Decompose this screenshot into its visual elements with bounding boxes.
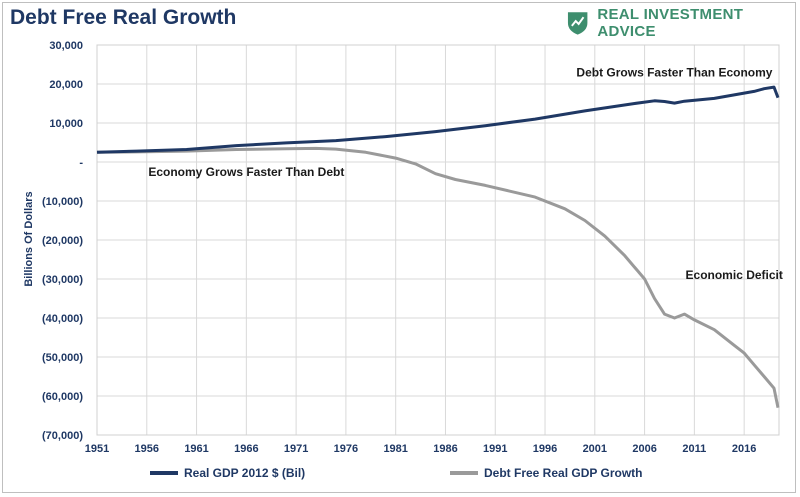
y-tick-label: (50,000) [42, 352, 83, 364]
brand-name: REAL INVESTMENT ADVICE [597, 6, 744, 40]
legend-label-debt-free: Debt Free Real GDP Growth [484, 466, 642, 480]
x-tick-labels: 1951 1956 1961 1966 1971 1976 1981 1986 1991 1996… [85, 443, 757, 455]
x-tick-label: 1976 [334, 443, 358, 455]
x-tick-label: 1981 [383, 443, 407, 455]
y-tick-label: (20,000) [42, 235, 83, 247]
y-tick-label: 20,000 [49, 79, 83, 91]
y-tick-label: (30,000) [42, 274, 83, 286]
annotation-economic-deficit: Economic Deficit [686, 268, 783, 282]
y-tick-label: (60,000) [42, 391, 83, 403]
x-tick-label: 1991 [483, 443, 507, 455]
annotation-debt-grows: Debt Grows Faster Than Economy [576, 65, 772, 79]
plot-area [96, 44, 780, 436]
y-axis-label: Billions Of Dollars [23, 191, 35, 286]
x-tick-label: 1951 [85, 443, 109, 455]
x-tick-label: 1971 [284, 443, 308, 455]
y-tick-label: 10,000 [49, 118, 83, 130]
legend: Real GDP 2012 $ (Bil) Debt Free Real GDP… [150, 466, 642, 480]
series-lines [96, 85, 780, 409]
annotation-economy-grows: Economy Grows Faster Than Debt [148, 165, 344, 179]
brand-logo: REAL INVESTMENT ADVICE [566, 6, 800, 40]
x-tick-label: 1961 [184, 443, 208, 455]
y-tick-label: (70,000) [42, 430, 83, 442]
series-line-debt-free [96, 146, 780, 409]
x-tick-label: 1986 [433, 443, 457, 455]
y-tick-label: 30,000 [49, 40, 83, 52]
x-tick-label: 1966 [234, 443, 258, 455]
y-tick-label: (10,000) [42, 196, 83, 208]
shield-icon [567, 12, 588, 35]
x-tick-label: 2006 [632, 443, 656, 455]
y-tick-label: (40,000) [42, 313, 83, 325]
x-tick-label: 2001 [583, 443, 607, 455]
chart-title: Debt Free Real Growth [10, 6, 237, 29]
x-tick-label: 2016 [732, 443, 756, 455]
x-tick-label: 1996 [533, 443, 557, 455]
series-line-gdp [96, 85, 780, 154]
y-tick-labels: 30,000 20,000 10,000 - (10,000) (20,000) (30,0… [42, 40, 83, 442]
x-tick-label: 2011 [682, 443, 706, 455]
y-tick-label: - [79, 157, 83, 169]
legend-label-gdp: Real GDP 2012 $ (Bil) [184, 466, 305, 480]
x-tick-label: 1956 [135, 443, 159, 455]
area-fills [96, 87, 775, 389]
